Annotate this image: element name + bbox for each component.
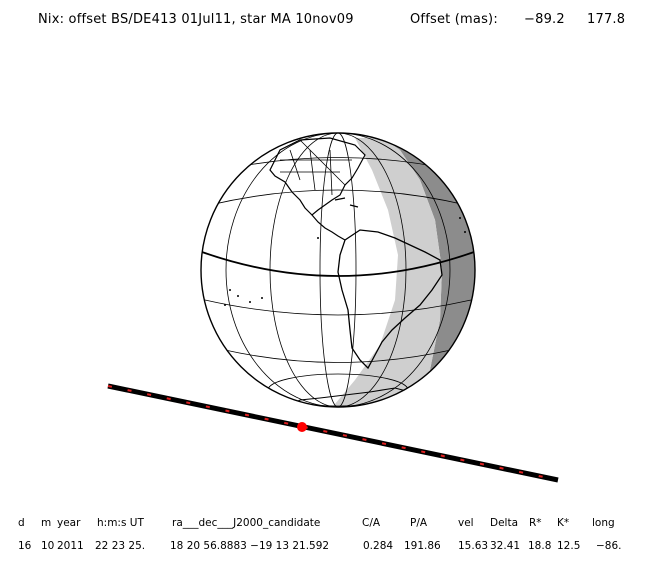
col-kstar: K*	[557, 517, 570, 529]
penumbra-region	[330, 138, 442, 407]
val-kstar: 12.5	[557, 540, 581, 552]
col-month: m	[41, 517, 52, 529]
us-state-borders	[280, 139, 352, 196]
shadow-region	[382, 138, 475, 407]
val-ca: 0.284	[363, 540, 394, 552]
val-delta: 32.41	[490, 540, 521, 552]
offset-ra-value: −89.2	[524, 12, 565, 27]
val-vel: 15.63	[458, 540, 489, 552]
col-day: d	[18, 517, 25, 529]
val-rstar: 18.8	[528, 540, 552, 552]
col-year: year	[57, 517, 81, 529]
col-time: h:m:s UT	[97, 517, 144, 529]
north-america-outline	[269, 137, 366, 216]
col-delta: Delta	[490, 517, 519, 529]
caribbean-islands	[334, 197, 359, 208]
closest-approach-point	[297, 422, 307, 432]
offset-dec-value: 177.8	[587, 12, 626, 27]
val-day: 16	[18, 540, 32, 552]
val-radec: 18 20 56.8883 −19 13 21.592	[170, 540, 330, 552]
val-year: 2011	[57, 540, 84, 552]
offset-label: Offset (mas):	[410, 12, 498, 27]
val-pa: 191.86	[404, 540, 441, 552]
col-long: long	[592, 517, 615, 529]
col-radec: ra___dec___J2000_candidate	[172, 517, 321, 529]
track-time-marks	[107, 385, 559, 481]
equator-line	[201, 251, 475, 277]
pacific-islands	[224, 217, 466, 306]
table-header-row: d m year h:m:s UT ra___dec___J2000_candi…	[0, 517, 645, 533]
val-month: 10	[41, 540, 55, 552]
central-america-outline	[311, 214, 346, 241]
table-value-row: 16 10 2011 22 23 25. 18 20 56.8883 −19 1…	[0, 540, 645, 556]
col-pa: P/A	[410, 517, 428, 529]
col-ca: C/A	[362, 517, 381, 529]
south-america-outline	[337, 229, 443, 370]
col-rstar: R*	[529, 517, 542, 529]
val-time: 22 23 25.	[95, 540, 146, 552]
plot-title: Nix: offset BS/DE413 01Jul11, star MA 10…	[38, 12, 354, 27]
val-long: −86.	[596, 540, 622, 552]
globe-outline	[200, 132, 476, 408]
plot-header: Nix: offset BS/DE413 01Jul11, star MA 10…	[0, 12, 645, 32]
col-vel: vel	[458, 517, 474, 529]
